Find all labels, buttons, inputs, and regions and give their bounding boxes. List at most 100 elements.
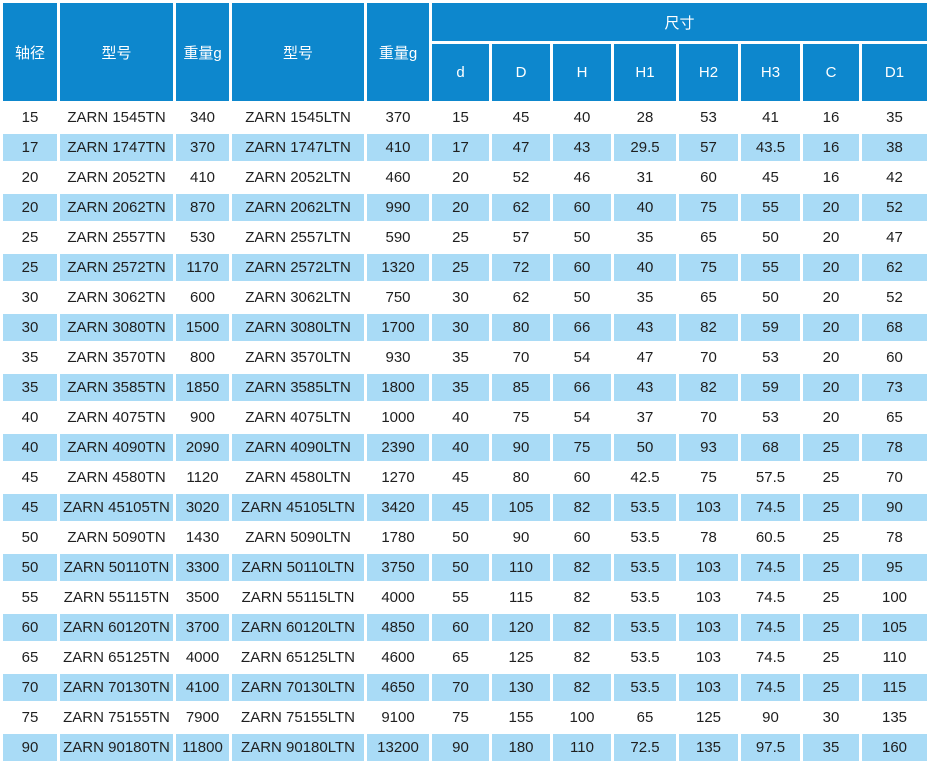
value-cell: 160 xyxy=(862,734,928,761)
value-cell: 50 xyxy=(614,434,676,461)
value-cell: 82 xyxy=(679,314,738,341)
col-header-model-tn: 型号 xyxy=(60,3,173,101)
value-cell: 410 xyxy=(176,164,229,191)
value-cell: 870 xyxy=(176,194,229,221)
model-cell: ZARN 2062TN xyxy=(60,194,173,221)
value-cell: 115 xyxy=(862,674,928,701)
value-cell: 35 xyxy=(803,734,859,761)
table-row: 70 ZARN 70130TN 4100 ZARN 70130LTN 4650 70 130… xyxy=(3,674,928,701)
model-cell: ZARN 65125TN xyxy=(60,644,173,671)
value-cell: 930 xyxy=(367,344,429,371)
value-cell: 103 xyxy=(679,644,738,671)
value-cell: 4100 xyxy=(176,674,229,701)
model-cell: ZARN 5090LTN xyxy=(232,524,364,551)
value-cell: 115 xyxy=(492,584,550,611)
table-row: 45 ZARN 45105TN 3020 ZARN 45105LTN 3420 45 105… xyxy=(3,494,928,521)
value-cell: 53.5 xyxy=(614,554,676,581)
value-cell: 60 xyxy=(862,344,928,371)
model-cell: ZARN 3080LTN xyxy=(232,314,364,341)
value-cell: 65 xyxy=(862,404,928,431)
value-cell: 82 xyxy=(679,374,738,401)
value-cell: 53.5 xyxy=(614,644,676,671)
table-row: 15 ZARN 1545TN 340 ZARN 1545LTN 370 15 45 40 28 5… xyxy=(3,104,928,131)
value-cell: 43 xyxy=(614,374,676,401)
value-cell: 3300 xyxy=(176,554,229,581)
value-cell: 60 xyxy=(3,614,57,641)
model-cell: ZARN 60120TN xyxy=(60,614,173,641)
value-cell: 1780 xyxy=(367,524,429,551)
value-cell: 65 xyxy=(3,644,57,671)
col-header-H2: H2 xyxy=(679,44,738,101)
value-cell: 65 xyxy=(432,644,489,671)
model-cell: ZARN 3080TN xyxy=(60,314,173,341)
value-cell: 60.5 xyxy=(741,524,800,551)
value-cell: 103 xyxy=(679,674,738,701)
value-cell: 45 xyxy=(432,464,489,491)
value-cell: 35 xyxy=(432,344,489,371)
col-header-H3: H3 xyxy=(741,44,800,101)
value-cell: 74.5 xyxy=(741,494,800,521)
value-cell: 75 xyxy=(679,464,738,491)
value-cell: 35 xyxy=(432,374,489,401)
value-cell: 50 xyxy=(553,224,611,251)
value-cell: 41 xyxy=(741,104,800,131)
model-cell: ZARN 55115LTN xyxy=(232,584,364,611)
value-cell: 35 xyxy=(3,344,57,371)
value-cell: 52 xyxy=(862,194,928,221)
table-row: 75 ZARN 75155TN 7900 ZARN 75155LTN 9100 75 155… xyxy=(3,704,928,731)
value-cell: 7900 xyxy=(176,704,229,731)
value-cell: 66 xyxy=(553,374,611,401)
value-cell: 125 xyxy=(679,704,738,731)
value-cell: 4600 xyxy=(367,644,429,671)
value-cell: 100 xyxy=(862,584,928,611)
value-cell: 93 xyxy=(679,434,738,461)
model-cell: ZARN 3062TN xyxy=(60,284,173,311)
value-cell: 59 xyxy=(741,374,800,401)
table-row: 50 ZARN 5090TN 1430 ZARN 5090LTN 1780 50 90 60 5… xyxy=(3,524,928,551)
col-header-d: d xyxy=(432,44,489,101)
col-header-weight-tn: 重量g xyxy=(176,3,229,101)
col-header-H1: H1 xyxy=(614,44,676,101)
value-cell: 17 xyxy=(3,134,57,161)
value-cell: 95 xyxy=(862,554,928,581)
value-cell: 3500 xyxy=(176,584,229,611)
value-cell: 40 xyxy=(553,104,611,131)
value-cell: 20 xyxy=(803,374,859,401)
table-row: 30 ZARN 3062TN 600 ZARN 3062LTN 750 30 62 50 35 6… xyxy=(3,284,928,311)
col-header-H: H xyxy=(553,44,611,101)
value-cell: 82 xyxy=(553,494,611,521)
value-cell: 45 xyxy=(432,494,489,521)
table-row: 30 ZARN 3080TN 1500 ZARN 3080LTN 1700 30 80 66 4… xyxy=(3,314,928,341)
value-cell: 1000 xyxy=(367,404,429,431)
value-cell: 20 xyxy=(803,224,859,251)
value-cell: 1170 xyxy=(176,254,229,281)
value-cell: 82 xyxy=(553,584,611,611)
table-header: 轴径 型号 重量g 型号 重量g 尺寸 d D H H1 H2 H3 C D1 xyxy=(3,3,928,101)
value-cell: 30 xyxy=(432,314,489,341)
model-cell: ZARN 1747LTN xyxy=(232,134,364,161)
value-cell: 53.5 xyxy=(614,674,676,701)
value-cell: 155 xyxy=(492,704,550,731)
value-cell: 460 xyxy=(367,164,429,191)
table-row: 25 ZARN 2557TN 530 ZARN 2557LTN 590 25 57 50 35 6… xyxy=(3,224,928,251)
value-cell: 800 xyxy=(176,344,229,371)
table-row: 25 ZARN 2572TN 1170 ZARN 2572LTN 1320 25 72 60 4… xyxy=(3,254,928,281)
table-body: 15 ZARN 1545TN 340 ZARN 1545LTN 370 15 45 40 28 5… xyxy=(3,104,928,761)
value-cell: 30 xyxy=(3,314,57,341)
value-cell: 3020 xyxy=(176,494,229,521)
value-cell: 85 xyxy=(492,374,550,401)
value-cell: 82 xyxy=(553,554,611,581)
model-cell: ZARN 3570TN xyxy=(60,344,173,371)
value-cell: 60 xyxy=(553,464,611,491)
value-cell: 74.5 xyxy=(741,614,800,641)
model-cell: ZARN 1545TN xyxy=(60,104,173,131)
value-cell: 80 xyxy=(492,464,550,491)
value-cell: 60 xyxy=(679,164,738,191)
value-cell: 90 xyxy=(741,704,800,731)
value-cell: 100 xyxy=(553,704,611,731)
model-cell: ZARN 2557TN xyxy=(60,224,173,251)
value-cell: 25 xyxy=(803,494,859,521)
table-row: 55 ZARN 55115TN 3500 ZARN 55115LTN 4000 55 115… xyxy=(3,584,928,611)
value-cell: 78 xyxy=(862,434,928,461)
value-cell: 20 xyxy=(3,194,57,221)
